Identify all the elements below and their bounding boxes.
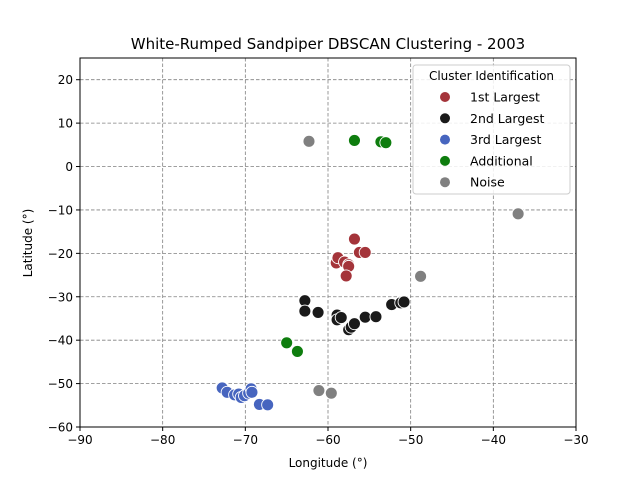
- legend-marker: [440, 113, 450, 124]
- y-tick-label: 0: [65, 160, 73, 174]
- x-tick-label: −70: [233, 433, 258, 447]
- legend-items: 1st Largest 2nd Largest 3rd Largest Additio…: [440, 90, 544, 190]
- data-point: [397, 295, 411, 309]
- series-2nd-largest: [298, 294, 411, 337]
- data-point: [348, 134, 361, 147]
- legend-label: 3rd Largest: [470, 132, 541, 147]
- x-tick-label: −50: [398, 433, 423, 447]
- plot-frame: [79, 57, 577, 428]
- legend-marker: [440, 134, 450, 145]
- x-tick-label: −80: [150, 433, 175, 447]
- y-tick-label: −20: [48, 247, 73, 261]
- legend-label: Additional: [470, 153, 533, 168]
- data-point: [339, 269, 353, 283]
- x-tick-label: −30: [563, 433, 588, 447]
- y-tick-label: −60: [48, 421, 73, 435]
- data-point: [511, 207, 525, 221]
- data-point: [379, 136, 393, 150]
- legend-label: 2nd Largest: [470, 111, 544, 126]
- legend-box: [412, 64, 571, 195]
- x-tick-label: −90: [67, 433, 92, 447]
- y-tick-label: −50: [48, 377, 73, 391]
- data-point: [280, 336, 294, 350]
- series-additional: [280, 134, 393, 358]
- data-point: [245, 385, 259, 399]
- series-1st-largest: [329, 232, 372, 283]
- y-tick-label: 20: [58, 73, 73, 87]
- data-point: [261, 398, 275, 412]
- y-tick-label: 10: [58, 117, 73, 131]
- data-point: [348, 232, 361, 246]
- data-point: [312, 384, 326, 397]
- series-3rd-largest: [215, 381, 275, 412]
- data-point: [414, 269, 428, 283]
- legend-marker: [440, 155, 450, 166]
- y-axis-label: Latitude (°): [21, 209, 35, 278]
- data-point: [358, 310, 372, 324]
- legend-title: Cluster Identification: [429, 69, 554, 83]
- data-point: [369, 310, 383, 324]
- legend-label: 1st Largest: [470, 90, 540, 105]
- legend-marker: [440, 92, 450, 102]
- legend-marker: [440, 177, 450, 188]
- chart-title: White-Rumped Sandpiper DBSCAN Clustering…: [131, 35, 525, 53]
- data-point: [334, 311, 348, 325]
- data-point: [311, 305, 325, 319]
- axis-ticks: −90 −80 −70 −60 −50 −40 −30 −60 −50 −40 −30 −20 −10 0…: [48, 73, 589, 447]
- data-point: [302, 134, 316, 148]
- data-point: [290, 345, 304, 358]
- data-point: [298, 304, 312, 318]
- x-tick-label: −40: [481, 433, 506, 447]
- y-tick-label: −40: [48, 334, 73, 348]
- data-points: [215, 134, 525, 412]
- series-noise: [302, 134, 525, 400]
- data-point: [358, 246, 372, 259]
- x-axis-label: Longitude (°): [289, 456, 368, 470]
- y-tick-label: −10: [48, 203, 73, 217]
- legend-label: Noise: [470, 175, 505, 190]
- legend: Cluster Identification 1st Largest 2nd La…: [412, 64, 571, 195]
- data-point: [348, 317, 361, 331]
- data-point: [324, 386, 338, 400]
- x-tick-label: −60: [315, 433, 340, 447]
- y-tick-label: −30: [48, 290, 73, 304]
